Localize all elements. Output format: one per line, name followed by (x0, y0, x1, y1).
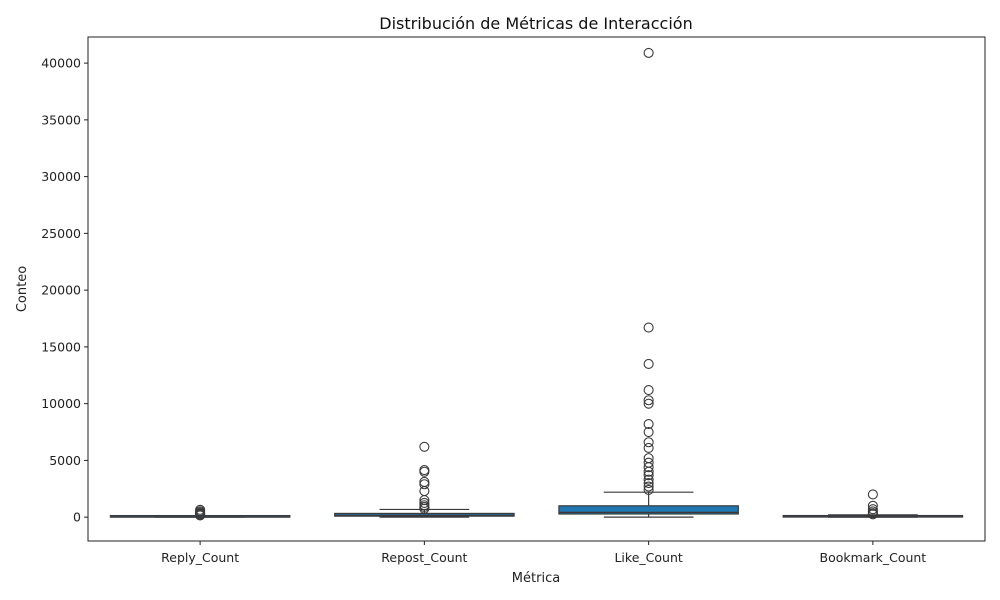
x-axis-title: Métrica (512, 571, 560, 586)
outlier-point (643, 384, 654, 396)
outlier-point (643, 322, 654, 333)
outlier-point (643, 470, 654, 481)
y-tick-label: 0 (73, 510, 81, 525)
outlier-point (867, 504, 878, 515)
x-tick-label: Repost_Count (381, 550, 467, 565)
outlier-point (195, 504, 206, 515)
outlier-point (643, 484, 654, 495)
outlier-point (643, 478, 654, 489)
y-axis-title: Conteo (15, 266, 30, 312)
outlier-point (643, 419, 654, 430)
y-tick-label: 10000 (41, 396, 81, 411)
plot-frame (87, 36, 986, 542)
outlier-point (419, 465, 430, 476)
y-tick-label: 15000 (41, 339, 81, 354)
outlier-point (419, 476, 430, 488)
chart-title: Distribución de Métricas de Interacción (379, 14, 692, 33)
outlier-point (643, 474, 654, 485)
outlier-point (643, 457, 654, 468)
x-tick-label: Bookmark_Count (820, 550, 927, 565)
y-tick-label: 30000 (41, 169, 81, 184)
outlier-point (867, 489, 878, 500)
y-tick-label: 35000 (41, 112, 81, 127)
outlier-point (419, 497, 430, 509)
outlier-point (643, 426, 654, 438)
outlier-point (867, 500, 878, 511)
outlier-point (643, 442, 654, 453)
y-tick-label: 5000 (49, 453, 81, 468)
y-tick-label: 40000 (41, 56, 81, 71)
outlier-point (643, 398, 654, 409)
x-tick-label: Reply_Count (161, 550, 239, 565)
outlier-point (419, 441, 430, 452)
outlier-point (643, 481, 654, 492)
plot-area: 0 5000 10000 15000 20000 25000 30000 35000 40000… (41, 47, 964, 565)
y-tick-label: 25000 (41, 226, 81, 241)
outlier-point (643, 47, 654, 58)
box-iqr (558, 505, 739, 515)
outlier-point (643, 453, 654, 464)
y-tick-label: 20000 (41, 283, 81, 298)
outlier-point (643, 358, 654, 369)
outlier-point (643, 437, 654, 448)
x-tick-label: Like_Count (614, 550, 682, 565)
outlier-point (643, 395, 654, 406)
